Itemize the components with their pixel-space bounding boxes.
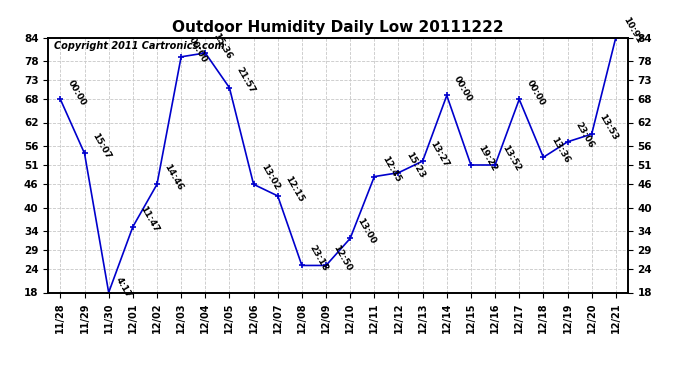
Text: 13:36: 13:36	[549, 135, 571, 165]
Text: Copyright 2011 Cartronics.com: Copyright 2011 Cartronics.com	[54, 41, 225, 51]
Text: 11:47: 11:47	[139, 205, 161, 234]
Text: 13:00: 13:00	[356, 217, 377, 246]
Text: 10:91: 10:91	[622, 16, 644, 45]
Text: 00:00: 00:00	[453, 74, 474, 103]
Text: 12:15: 12:15	[284, 174, 306, 204]
Text: 15:36: 15:36	[211, 31, 233, 60]
Text: 13:02: 13:02	[259, 163, 281, 192]
Text: 13:52: 13:52	[501, 143, 523, 172]
Text: 15:07: 15:07	[90, 132, 112, 161]
Text: 23:06: 23:06	[573, 120, 595, 149]
Text: 00:00: 00:00	[66, 78, 88, 107]
Text: 15:23: 15:23	[404, 151, 426, 180]
Text: 00:00: 00:00	[525, 78, 546, 107]
Text: 00:00: 00:00	[187, 36, 208, 64]
Text: 12:45: 12:45	[380, 155, 402, 184]
Text: 4:17: 4:17	[115, 276, 133, 300]
Text: 19:22: 19:22	[477, 143, 499, 172]
Text: 13:53: 13:53	[598, 112, 620, 142]
Text: 12:50: 12:50	[332, 244, 353, 273]
Text: 21:57: 21:57	[235, 66, 257, 95]
Title: Outdoor Humidity Daily Low 20111222: Outdoor Humidity Daily Low 20111222	[172, 20, 504, 35]
Text: 14:46: 14:46	[163, 162, 185, 192]
Text: 23:18: 23:18	[308, 244, 330, 273]
Text: 13:27: 13:27	[428, 139, 451, 169]
